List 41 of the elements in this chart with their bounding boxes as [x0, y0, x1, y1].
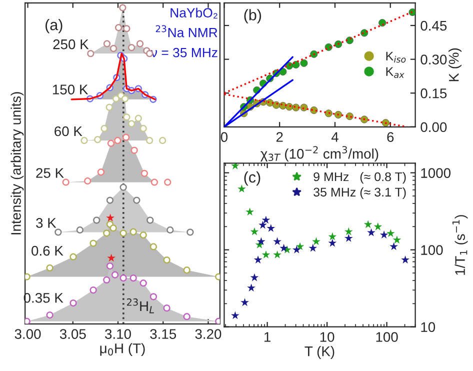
y-axis-title: K (%) — [448, 48, 462, 82]
text: (c) — [244, 171, 260, 186]
annotation: $^{23}$Na NMR — [156, 25, 218, 38]
x-tick-label: 6 — [387, 132, 394, 142]
x-tick-label: 3.10 — [105, 329, 131, 339]
x-tick-label: 3.20 — [195, 329, 222, 339]
y-tick-label: 10 — [421, 322, 436, 332]
x-axis-title: T (K) — [304, 346, 334, 359]
x-tick-label: 3.05 — [60, 329, 86, 339]
series-label: 250 K — [53, 39, 89, 50]
y-tick-label: 0.00 — [420, 122, 447, 132]
series-label: 60 K — [54, 126, 82, 136]
y-axis-title: Intensity (arbitary units) — [10, 92, 24, 234]
legend-label: 9 MHz (≈ 0.8 T) — [314, 172, 406, 184]
x-axis-title: μ$_{0}$H (T) — [100, 343, 145, 356]
series-label: 0.6 K — [32, 246, 64, 256]
x-tick-label: 4 — [331, 132, 338, 142]
legend-label: 35 MHz (≈ 3.1 T) — [314, 187, 406, 200]
x-tick-label: 3.00 — [14, 329, 41, 339]
y-tick-label: 100 — [421, 245, 443, 255]
y-tick-label: 1000 — [421, 168, 451, 178]
legend-label: K$_{ax}$ — [386, 67, 404, 78]
ref-line-label: $^{23}$H$_{L}$ — [126, 298, 154, 314]
x-axis-title: χ$_{3T}$ (10$^{−2}$ cm$^{3}$/mol) — [260, 146, 378, 162]
x-tick-label: 0 — [220, 132, 228, 142]
legend-label: K$_{iso}$ — [386, 52, 406, 63]
x-tick-label: 3.15 — [150, 329, 176, 339]
series-label: 150 K — [52, 84, 88, 94]
x-tick-label: 1 — [264, 332, 270, 342]
x-tick-label: 10 — [320, 332, 334, 342]
annotation: NaYbO₂ — [170, 8, 218, 18]
series-label: 25 K — [36, 168, 64, 178]
x-tick-label: 2 — [276, 132, 283, 142]
y-tick-label: 0.15 — [420, 88, 447, 98]
series-label: 3 K — [36, 218, 56, 228]
y-tick-label: 0.30 — [420, 54, 447, 64]
y-axis-title: 1/T$_{1}$ (s$^{−1}$) — [452, 215, 468, 275]
text: (a) — [46, 19, 62, 34]
chart-title: (b) — [244, 9, 262, 24]
y-tick-label: 0.45 — [420, 20, 447, 31]
x-tick-label: 100 — [376, 332, 398, 342]
